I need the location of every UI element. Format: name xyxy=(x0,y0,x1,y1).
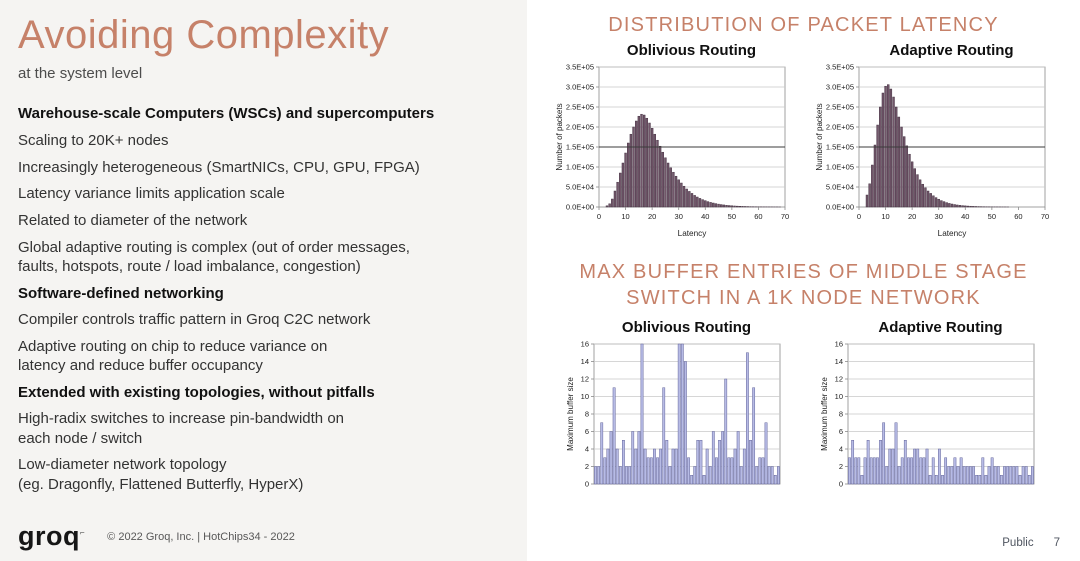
latency-adaptive-chart: 0.0E+00 5.0E+04 1.0E+05 1.5E+05 2.0E+05 2.5E+… xyxy=(815,63,1049,238)
svg-text:0: 0 xyxy=(584,480,588,489)
page-number: 7 xyxy=(1053,537,1060,549)
svg-text:60: 60 xyxy=(754,212,762,221)
bullet-item: Increasingly heterogeneous (SmartNICs, C… xyxy=(18,158,420,176)
section-heading: Extended with existing topologies, witho… xyxy=(18,383,375,401)
bullet-item: Low-diameter network topology (eg. Drago… xyxy=(18,456,304,493)
svg-text:1.0E+05: 1.0E+05 xyxy=(565,163,593,172)
svg-text:3.0E+05: 3.0E+05 xyxy=(825,83,853,92)
svg-text:1.5E+05: 1.5E+05 xyxy=(565,143,593,152)
svg-text:Latency: Latency xyxy=(937,229,967,238)
svg-text:10: 10 xyxy=(881,212,889,221)
svg-text:Number of packets: Number of packets xyxy=(555,103,564,170)
svg-text:12: 12 xyxy=(834,375,842,384)
classification-label: Public xyxy=(1002,537,1034,549)
slide-footer-left: groq⌐ © 2022 Groq, Inc. | HotChips34 - 2… xyxy=(18,523,295,550)
svg-text:30: 30 xyxy=(674,212,682,221)
svg-text:2.0E+05: 2.0E+05 xyxy=(565,123,593,132)
trademark-mark: ⌐ xyxy=(80,528,86,537)
section-heading: Warehouse-scale Computers (WSCs) and sup… xyxy=(18,105,435,123)
svg-text:40: 40 xyxy=(961,212,969,221)
svg-text:20: 20 xyxy=(907,212,915,221)
slide-text-panel: Avoiding Complexity at the system level … xyxy=(0,0,527,561)
svg-text:3.0E+05: 3.0E+05 xyxy=(565,83,593,92)
svg-text:5.0E+04: 5.0E+04 xyxy=(565,183,593,192)
svg-text:14: 14 xyxy=(834,357,842,366)
chart-title-oblivious-buffer: Oblivious Routing xyxy=(621,319,752,336)
svg-text:12: 12 xyxy=(580,375,588,384)
svg-text:50: 50 xyxy=(727,212,735,221)
svg-text:Maximum buffer size: Maximum buffer size xyxy=(820,377,829,451)
chart-title-adaptive-latency: Adaptive Routing xyxy=(889,42,1014,59)
page-subtitle: at the system level xyxy=(18,65,143,83)
svg-text:6: 6 xyxy=(838,427,842,436)
chart-title-adaptive-buffer: Adaptive Routing xyxy=(878,319,1003,336)
latency-oblivious-chart: 0.0E+00 5.0E+04 1.0E+05 1.5E+05 2.0E+05 2.5E+… xyxy=(555,63,789,238)
bullet-item: Compiler controls traffic pattern in Gro… xyxy=(18,311,371,329)
svg-text:16: 16 xyxy=(580,340,588,349)
svg-text:8: 8 xyxy=(584,410,588,419)
svg-text:3.5E+05: 3.5E+05 xyxy=(825,63,853,72)
bullet-item: Scaling to 20K+ nodes xyxy=(18,131,169,149)
svg-text:1.5E+05: 1.5E+05 xyxy=(825,143,853,152)
svg-text:10: 10 xyxy=(621,212,629,221)
latency-oblivious-block: Oblivious Routing 0.0E+00 5.0E+04 1.0E+05 1… xyxy=(553,42,795,239)
bullet-list: Warehouse-scale Computers (WSCs) and sup… xyxy=(18,104,501,494)
page-title: Avoiding Complexity xyxy=(18,13,390,57)
svg-text:2.5E+05: 2.5E+05 xyxy=(825,103,853,112)
svg-text:3.5E+05: 3.5E+05 xyxy=(565,63,593,72)
charts-panel: DISTRIBUTION OF PACKET LATENCY Oblivious… xyxy=(527,0,1080,561)
bullet-item: Latency variance limits application scal… xyxy=(18,185,285,203)
svg-text:14: 14 xyxy=(580,357,588,366)
svg-text:0.0E+00: 0.0E+00 xyxy=(825,203,853,212)
svg-text:40: 40 xyxy=(701,212,709,221)
svg-text:0: 0 xyxy=(596,212,600,221)
slide-footer-right: Public 7 xyxy=(1002,537,1060,549)
svg-text:2: 2 xyxy=(838,462,842,471)
section-heading: Software-defined networking xyxy=(18,284,224,302)
svg-text:4: 4 xyxy=(838,445,842,454)
svg-text:Latency: Latency xyxy=(677,229,707,238)
svg-text:20: 20 xyxy=(647,212,655,221)
bullet-item: High-radix switches to increase pin-band… xyxy=(18,410,345,447)
svg-text:0: 0 xyxy=(838,480,842,489)
latency-charts-row: Oblivious Routing 0.0E+00 5.0E+04 1.0E+05 1… xyxy=(527,42,1080,239)
copyright-text: © 2022 Groq, Inc. | HotChips34 - 2022 xyxy=(107,530,295,543)
section-title-latency: DISTRIBUTION OF PACKET LATENCY xyxy=(608,14,999,36)
svg-text:10: 10 xyxy=(834,392,842,401)
svg-text:4: 4 xyxy=(584,445,588,454)
buffer-adaptive-chart: 0 2 4 6 8 10 12 14 16 Maximum buffer size xyxy=(820,340,1034,489)
buffer-oblivious-chart: 0 2 4 6 8 10 12 14 16 Maximum buffer size xyxy=(566,340,780,489)
svg-text:1.0E+05: 1.0E+05 xyxy=(825,163,853,172)
svg-text:0: 0 xyxy=(856,212,860,221)
svg-text:2.0E+05: 2.0E+05 xyxy=(825,123,853,132)
buffer-oblivious-block: Oblivious Routing 0 2 4 6 8 10 12 14 16 Maximum b… xyxy=(564,319,790,494)
buffer-charts-row: Oblivious Routing 0 2 4 6 8 10 12 14 16 Maximum b… xyxy=(527,319,1080,494)
svg-text:60: 60 xyxy=(1014,212,1022,221)
groq-logo: groq⌐ xyxy=(18,521,86,551)
svg-text:2: 2 xyxy=(584,462,588,471)
buffer-adaptive-block: Adaptive Routing 0 2 4 6 8 10 12 14 16 Maximum bu… xyxy=(818,319,1044,494)
svg-text:Number of packets: Number of packets xyxy=(815,103,824,170)
svg-text:50: 50 xyxy=(987,212,995,221)
svg-text:70: 70 xyxy=(1040,212,1048,221)
bullet-item: Adaptive routing on chip to reduce varia… xyxy=(18,337,328,375)
bullet-item: Related to diameter of the network xyxy=(18,211,248,229)
svg-text:8: 8 xyxy=(838,410,842,419)
svg-text:0.0E+00: 0.0E+00 xyxy=(565,203,593,212)
svg-text:5.0E+04: 5.0E+04 xyxy=(825,183,853,192)
svg-text:Maximum buffer size: Maximum buffer size xyxy=(566,377,575,451)
svg-text:70: 70 xyxy=(780,212,788,221)
svg-text:6: 6 xyxy=(584,427,588,436)
section-title-buffer: MAX BUFFER ENTRIES OF MIDDLE STAGE SWITC… xyxy=(579,261,1028,309)
svg-text:2.5E+05: 2.5E+05 xyxy=(565,103,593,112)
bullet-item: Global adaptive routing is complex (out … xyxy=(18,238,410,275)
latency-adaptive-block: Adaptive Routing 0.0E+00 5.0E+04 1.0E+05 1.… xyxy=(813,42,1055,239)
svg-text:10: 10 xyxy=(580,392,588,401)
chart-title-oblivious-latency: Oblivious Routing xyxy=(626,42,757,59)
svg-text:30: 30 xyxy=(934,212,942,221)
svg-text:16: 16 xyxy=(834,340,842,349)
